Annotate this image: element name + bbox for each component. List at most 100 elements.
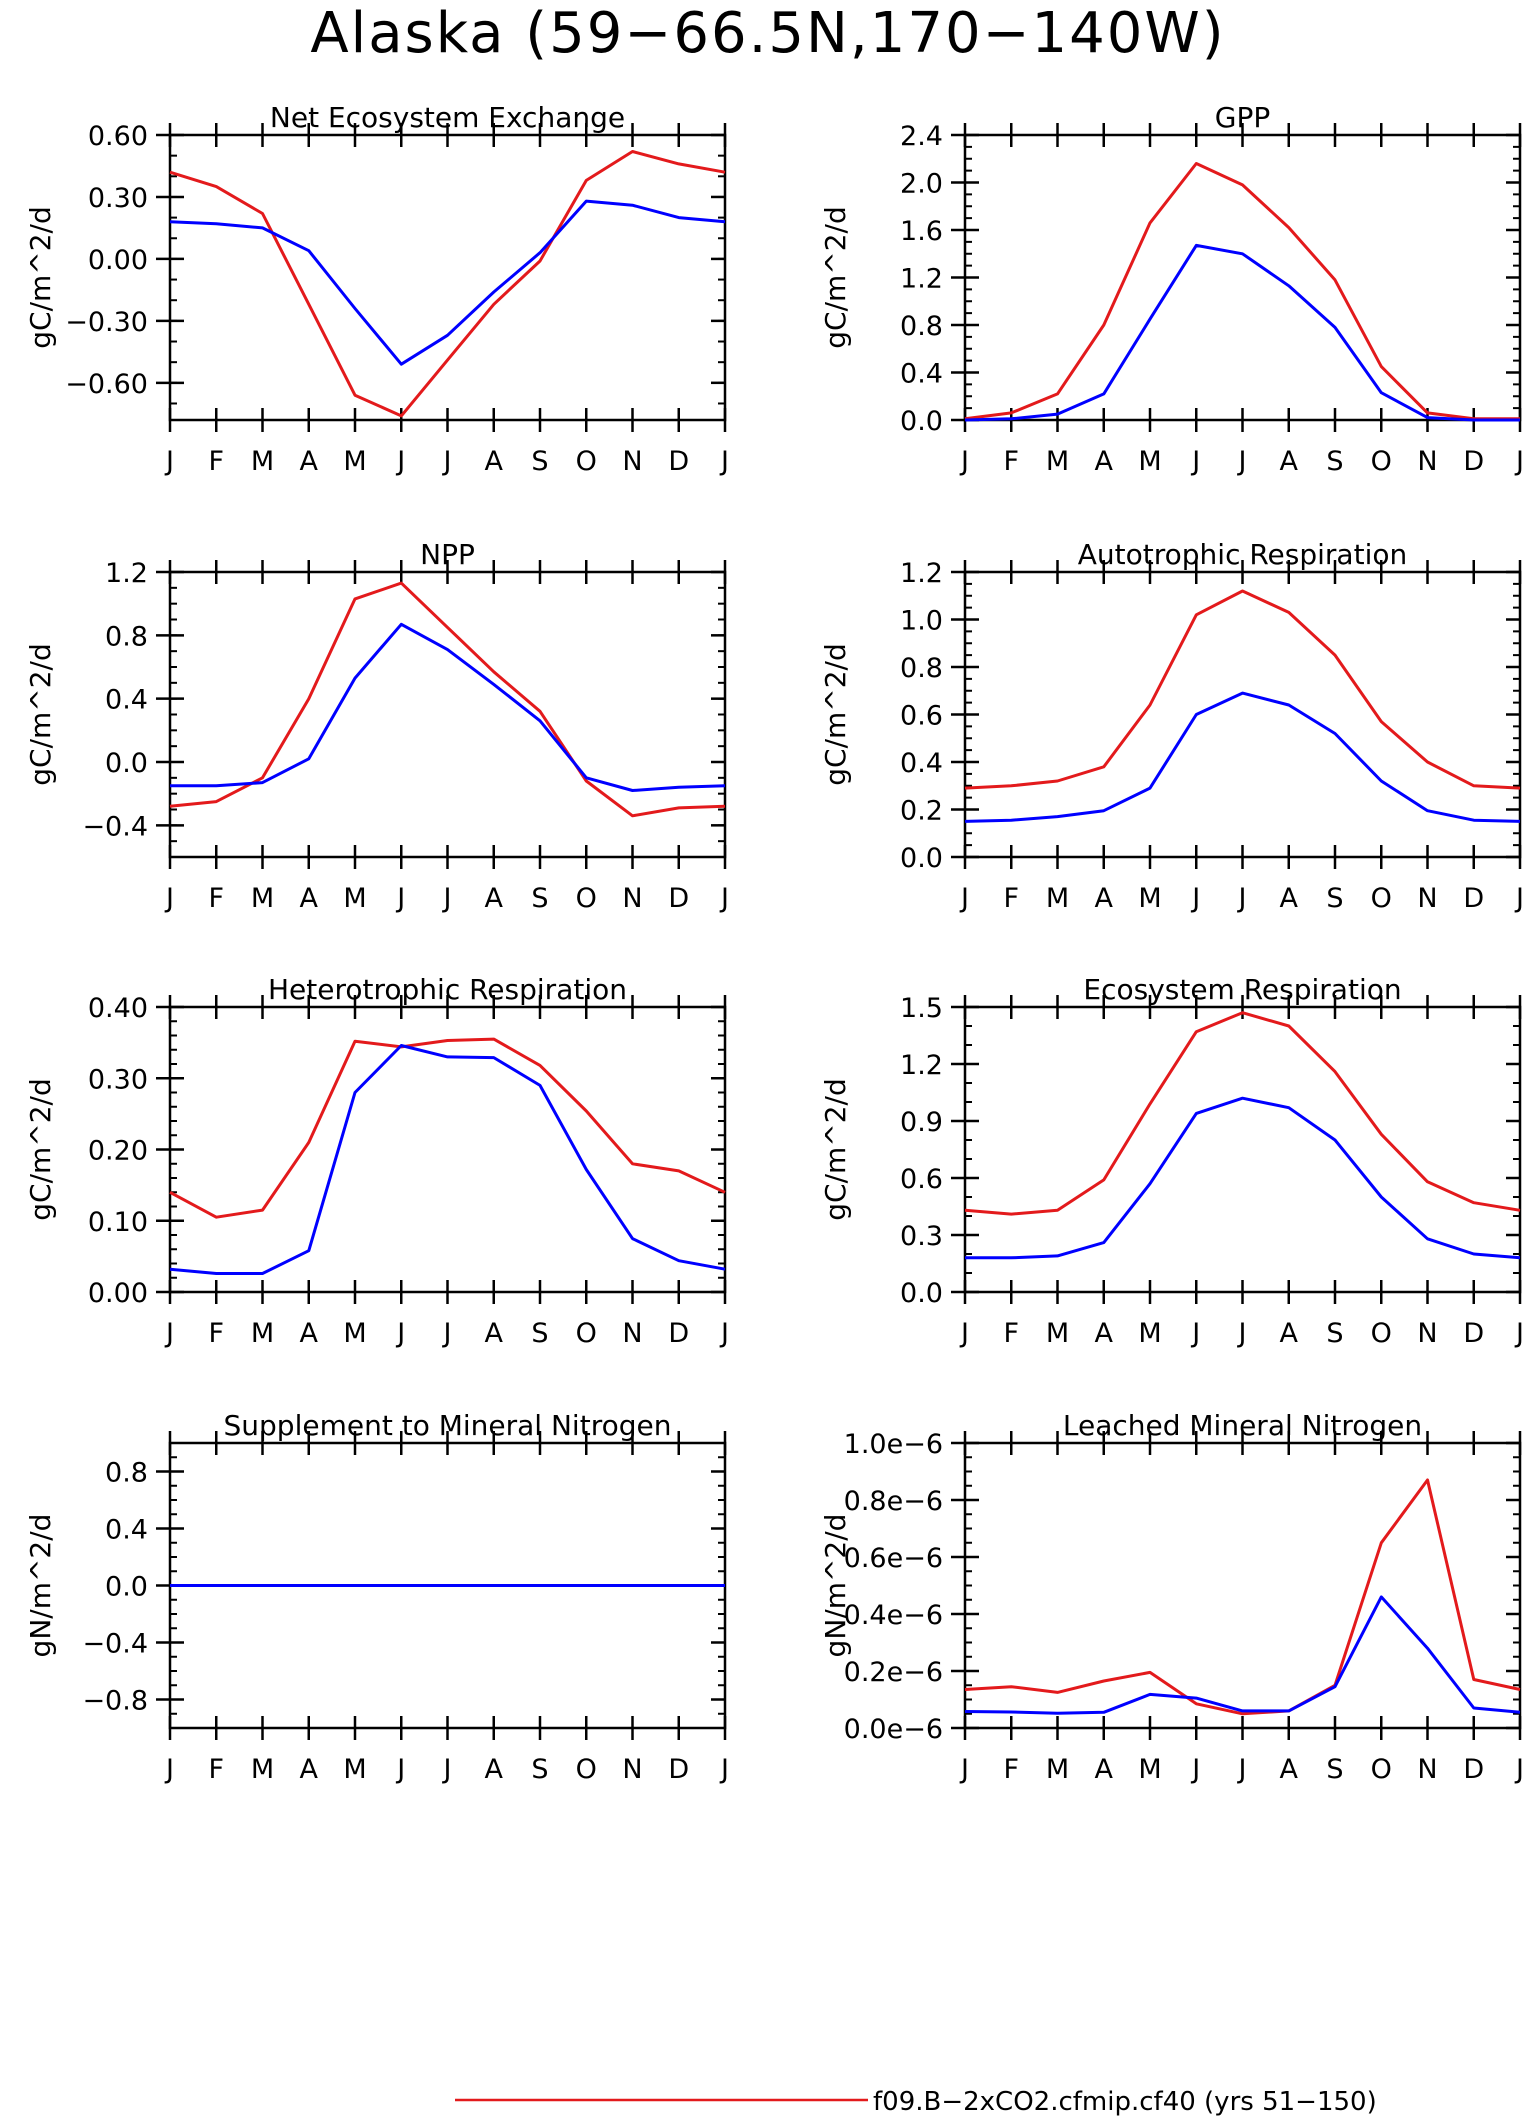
x-tick-label: J (1190, 883, 1200, 914)
plot-frame (168, 1005, 727, 1294)
x-tick-label: J (1514, 1754, 1524, 1785)
x-tick-label: D (1463, 1754, 1484, 1785)
x-tick-label: A (485, 446, 504, 477)
x-tick-label: A (300, 1318, 319, 1349)
plot-frame (963, 1005, 1522, 1294)
x-tick-label: A (1280, 1754, 1299, 1785)
x-tick-label: S (1326, 1754, 1343, 1785)
y-tick-label: 0.30 (88, 1064, 148, 1095)
series-line-red (964, 589, 1521, 790)
x-tick-label: J (442, 446, 452, 477)
x-tick-label: J (719, 1318, 729, 1349)
x-tick-label: A (1095, 1318, 1114, 1349)
plot-frame (963, 570, 1522, 859)
x-tick-label: A (1095, 883, 1114, 914)
x-tick-label: J (1190, 446, 1200, 477)
plot-frame (168, 133, 727, 422)
y-tick-label: 1.2 (900, 264, 943, 295)
legend: f09.B−2xCO2.cfmip.cf40 (yrs 51−150) (455, 2087, 1377, 2117)
y-tick-label: 0.60 (88, 121, 148, 152)
x-tick-label: J (1237, 1318, 1247, 1349)
x-tick-label: J (164, 883, 174, 914)
x-tick-label: M (343, 446, 366, 477)
y-tick-label: 0.0 (105, 1572, 148, 1603)
panel-4: Heterotrophic RespirationgC/m^2/d0.400.3… (24, 973, 729, 1349)
x-tick-label: S (1326, 1318, 1343, 1349)
y-tick-label: 0.4 (900, 748, 943, 779)
x-tick-label: M (251, 883, 274, 914)
y-tick-label: 0.0 (900, 1278, 943, 1309)
y-tick-label: 0.10 (88, 1207, 148, 1238)
y-tick-label: 0.8 (900, 653, 943, 684)
x-tick-label: J (959, 1318, 969, 1349)
x-tick-label: J (395, 1754, 405, 1785)
x-tick-label: J (442, 1318, 452, 1349)
x-tick-label: A (1280, 446, 1299, 477)
x-tick-label: J (1514, 883, 1524, 914)
x-tick-label: M (1046, 1754, 1069, 1785)
legend-label: f09.B−2xCO2.cfmip.cf40 (yrs 51−150) (873, 2087, 1377, 2117)
x-tick-label: O (576, 1754, 597, 1785)
series-line-blue (965, 1096, 1521, 1260)
y-tick-label: 0.4 (105, 685, 148, 716)
x-tick-label: J (1237, 446, 1247, 477)
y-axis-label: gC/m^2/d (819, 643, 852, 786)
y-axis-label: gN/m^2/d (24, 1514, 57, 1658)
y-tick-label: 0.9 (900, 1107, 943, 1138)
x-tick-label: J (395, 446, 405, 477)
y-tick-label: 0.2 (900, 796, 943, 827)
x-tick-label: D (668, 1318, 689, 1349)
y-tick-label: 0.3 (900, 1221, 943, 1252)
panel-7: Leached Mineral NitrogengN/m^2/d1.0e−60.… (819, 1409, 1524, 1785)
x-tick-label: M (251, 1754, 274, 1785)
x-tick-label: J (1237, 1754, 1247, 1785)
x-tick-label: D (668, 446, 689, 477)
plot-frame (963, 133, 1522, 422)
x-tick-label: J (442, 1754, 452, 1785)
x-tick-label: M (343, 883, 366, 914)
x-tick-label: M (1046, 446, 1069, 477)
y-tick-label: −0.4 (82, 1629, 148, 1660)
y-tick-label: 1.2 (900, 1050, 943, 1081)
y-tick-label: 0.4 (105, 1515, 148, 1546)
y-tick-label: 1.2 (900, 558, 943, 589)
panel-6: Supplement to Mineral NitrogengN/m^2/d0.… (24, 1409, 729, 1785)
x-tick-label: O (576, 1318, 597, 1349)
panels: Net Ecosystem ExchangegC/m^2/d0.600.300.… (24, 101, 1524, 1785)
series-line-blue (964, 691, 1521, 823)
series-line-red (964, 1478, 1521, 1716)
y-tick-label: 0.8 (105, 1458, 148, 1489)
x-tick-label: J (959, 446, 969, 477)
x-tick-label: J (1190, 1754, 1200, 1785)
panel-0: Net Ecosystem ExchangegC/m^2/d0.600.300.… (24, 101, 729, 477)
x-tick-label: S (1326, 883, 1343, 914)
y-tick-label: 0.6 (900, 701, 943, 732)
x-tick-label: A (485, 1754, 504, 1785)
x-tick-label: O (576, 883, 597, 914)
x-tick-label: S (531, 446, 548, 477)
x-tick-label: J (719, 883, 729, 914)
y-tick-label: 0.8e−6 (844, 1486, 943, 1517)
series-line-blue (964, 1595, 1521, 1715)
x-tick-label: D (668, 883, 689, 914)
y-tick-label: −0.30 (65, 307, 148, 338)
x-tick-label: D (668, 1754, 689, 1785)
x-tick-label: O (1371, 1318, 1392, 1349)
x-tick-label: A (300, 1754, 319, 1785)
x-tick-label: M (251, 446, 274, 477)
x-tick-label: J (164, 1754, 174, 1785)
y-tick-label: 1.0e−6 (844, 1429, 943, 1460)
x-tick-label: F (1003, 883, 1019, 914)
y-tick-label: 0.40 (88, 993, 148, 1024)
series-line-red (964, 1011, 1521, 1216)
series-line-red (169, 150, 726, 418)
x-tick-label: J (1514, 446, 1524, 477)
x-tick-label: J (959, 883, 969, 914)
x-tick-label: J (395, 1318, 405, 1349)
x-tick-label: N (1417, 883, 1437, 914)
x-tick-label: D (1463, 446, 1484, 477)
x-tick-label: J (959, 1754, 969, 1785)
panel-5: Ecosystem RespirationgC/m^2/d1.51.20.90.… (819, 973, 1524, 1349)
figure-title: Alaska (59−66.5N,170−140W) (310, 1, 1225, 66)
